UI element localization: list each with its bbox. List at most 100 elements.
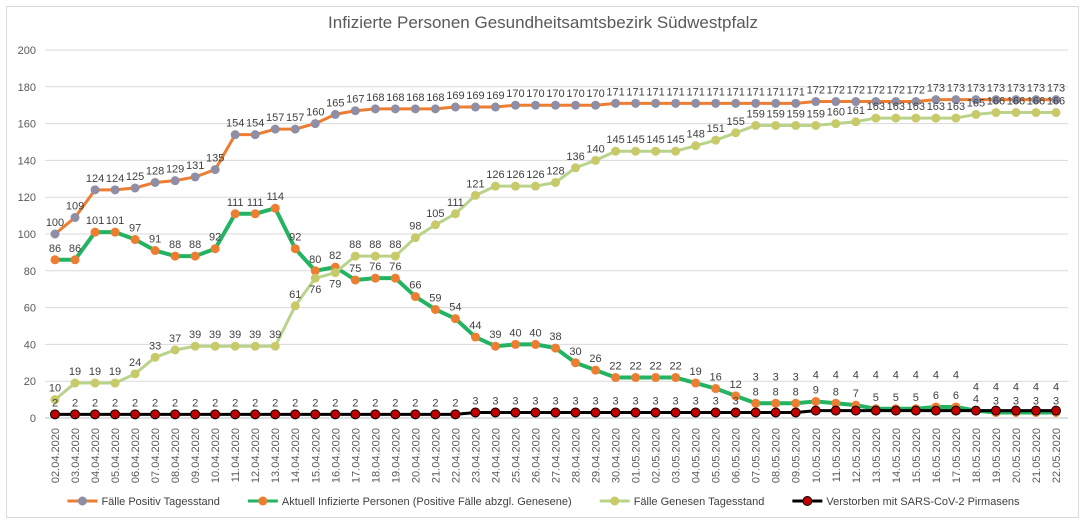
data-label: 165 bbox=[967, 97, 985, 109]
data-label: 2 bbox=[132, 397, 138, 409]
data-label: 172 bbox=[827, 85, 845, 97]
data-point bbox=[810, 405, 821, 416]
data-point bbox=[150, 352, 160, 362]
data-point bbox=[310, 273, 320, 283]
data-label: 165 bbox=[326, 97, 344, 109]
data-label: 3 bbox=[673, 395, 679, 407]
data-label: 155 bbox=[727, 116, 745, 128]
data-point bbox=[791, 98, 801, 108]
data-label: 100 bbox=[46, 217, 64, 229]
data-label: 163 bbox=[927, 101, 945, 113]
data-point bbox=[911, 113, 921, 123]
data-label: 157 bbox=[266, 112, 284, 124]
data-label: 128 bbox=[146, 165, 164, 177]
data-label: 172 bbox=[907, 85, 925, 97]
data-label: 172 bbox=[867, 85, 885, 97]
data-point bbox=[390, 251, 400, 261]
data-label: 2 bbox=[52, 397, 58, 409]
x-tick-label: 09.05.2020 bbox=[791, 428, 803, 483]
data-label: 172 bbox=[807, 85, 825, 97]
data-point bbox=[831, 97, 841, 107]
data-point bbox=[650, 407, 661, 418]
data-label: 4 bbox=[953, 370, 959, 382]
data-point bbox=[770, 407, 781, 418]
x-tick-label: 06.05.2020 bbox=[731, 428, 743, 483]
data-label: 173 bbox=[987, 83, 1005, 95]
data-point bbox=[611, 98, 621, 108]
data-point bbox=[1051, 108, 1061, 118]
data-point bbox=[950, 405, 961, 416]
data-label: 2 bbox=[352, 397, 358, 409]
data-label: 4 bbox=[833, 370, 839, 382]
data-label: 166 bbox=[1027, 96, 1045, 108]
data-point bbox=[270, 341, 280, 351]
y-tick-label: 140 bbox=[18, 155, 36, 167]
data-point bbox=[631, 146, 641, 156]
data-point bbox=[90, 185, 100, 195]
data-label: 2 bbox=[312, 397, 318, 409]
data-label: 170 bbox=[526, 88, 544, 100]
data-label: 101 bbox=[106, 215, 124, 227]
data-point bbox=[751, 120, 761, 130]
data-point bbox=[510, 100, 520, 110]
data-label: 2 bbox=[332, 397, 338, 409]
y-tick-label: 100 bbox=[18, 229, 36, 241]
x-tick-label: 03.05.2020 bbox=[671, 428, 683, 483]
data-label: 2 bbox=[192, 397, 198, 409]
data-label: 44 bbox=[469, 320, 481, 332]
data-point bbox=[851, 117, 861, 127]
data-point bbox=[330, 409, 341, 420]
data-label: 4 bbox=[813, 370, 819, 382]
data-point bbox=[971, 109, 981, 119]
data-label: 145 bbox=[626, 134, 644, 146]
x-tick-label: 01.05.2020 bbox=[631, 428, 643, 483]
data-point bbox=[370, 104, 380, 114]
data-point bbox=[410, 409, 421, 420]
data-point bbox=[550, 407, 561, 418]
data-label: 3 bbox=[633, 395, 639, 407]
legend: Fälle Positiv Tagesstand Aktuell Infizier… bbox=[67, 496, 1020, 508]
data-label: 145 bbox=[666, 134, 684, 146]
data-label: 170 bbox=[546, 88, 564, 100]
x-tick-label: 13.05.2020 bbox=[871, 428, 883, 483]
data-point bbox=[791, 398, 801, 408]
series-2 bbox=[50, 108, 1061, 405]
x-tick-label: 05.04.2020 bbox=[110, 428, 122, 483]
data-label: 173 bbox=[1027, 83, 1045, 95]
data-point bbox=[50, 255, 60, 265]
data-label: 3 bbox=[1053, 395, 1059, 407]
data-label: 124 bbox=[106, 173, 124, 185]
data-point bbox=[530, 181, 540, 191]
data-point bbox=[831, 119, 841, 129]
data-point bbox=[751, 98, 761, 108]
data-point bbox=[671, 146, 681, 156]
data-label: 3 bbox=[532, 395, 538, 407]
data-label: 2 bbox=[452, 397, 458, 409]
data-point bbox=[490, 181, 500, 191]
data-point bbox=[571, 100, 581, 110]
data-label: 3 bbox=[733, 395, 739, 407]
data-point bbox=[310, 119, 320, 129]
series-group bbox=[50, 95, 1061, 420]
data-label: 126 bbox=[526, 169, 544, 181]
data-label: 129 bbox=[166, 164, 184, 176]
data-point bbox=[671, 373, 681, 383]
data-point bbox=[490, 341, 500, 351]
data-label: 4 bbox=[1053, 382, 1059, 394]
data-point bbox=[691, 141, 701, 151]
legend-marker bbox=[802, 496, 813, 506]
legend-marker bbox=[77, 496, 87, 506]
x-tick-label: 30.04.2020 bbox=[611, 428, 623, 483]
data-point bbox=[671, 98, 681, 108]
data-point bbox=[591, 100, 601, 110]
data-label: 151 bbox=[706, 123, 724, 135]
data-label: 4 bbox=[853, 370, 859, 382]
data-label: 168 bbox=[426, 92, 444, 104]
data-point bbox=[570, 407, 581, 418]
data-label: 121 bbox=[466, 178, 484, 190]
data-point bbox=[210, 165, 220, 175]
data-label: 166 bbox=[1047, 96, 1065, 108]
data-label: 168 bbox=[366, 92, 384, 104]
data-label: 88 bbox=[369, 239, 381, 251]
